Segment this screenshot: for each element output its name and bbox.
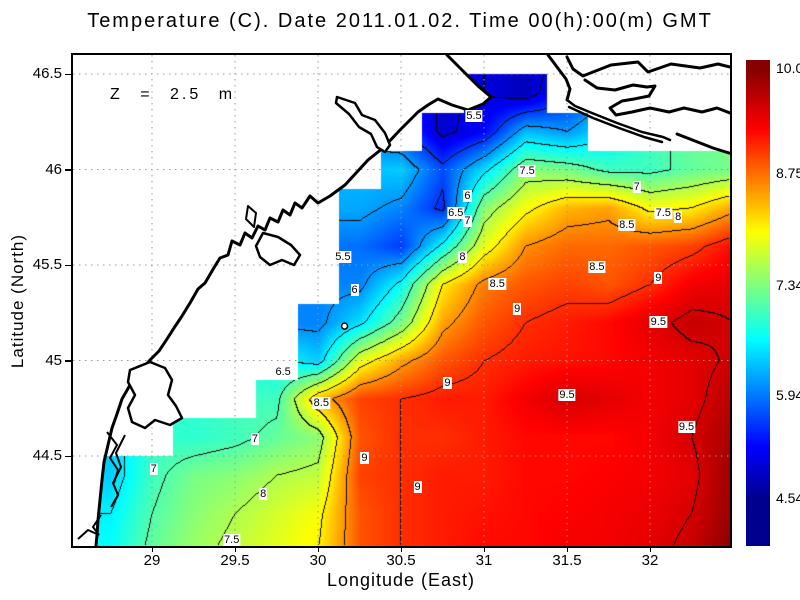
contour-label-6.5: 6.5	[274, 365, 292, 378]
y-tickmark-46	[65, 169, 71, 171]
contour-label-6.5: 6.5	[447, 207, 465, 220]
coastline-spit-a	[565, 98, 672, 142]
contour-label-9: 9	[443, 377, 452, 390]
coastline-north-shore	[565, 55, 730, 78]
odessa-liman	[254, 231, 302, 267]
colorbar-tick-7.34: 7.34	[776, 277, 800, 293]
contour-label-9.5: 9.5	[649, 316, 667, 329]
contour-label-6: 6	[350, 283, 359, 296]
x-tick-label-32: 32	[641, 552, 659, 569]
danube-channel-2	[110, 434, 126, 508]
contour-label-9.5: 9.5	[558, 388, 576, 401]
contour-label-9: 9	[654, 272, 663, 285]
contour-label-7: 7	[149, 463, 158, 476]
contour-label-6: 6	[463, 190, 472, 203]
y-tick-label-45: 45	[45, 351, 62, 369]
contour-label-9.5: 9.5	[677, 421, 696, 434]
mainland-fill	[73, 55, 491, 546]
contour-label-7: 7	[632, 180, 641, 193]
contour-label-7: 7	[463, 215, 472, 228]
x-tick-label-31: 31	[475, 552, 493, 569]
plot-title: Temperature (C). Date 2011.01.02. Time 0…	[87, 10, 713, 32]
y-tickmark-45	[65, 360, 71, 362]
contour-label-8: 8	[259, 488, 268, 501]
contour-label-9: 9	[360, 451, 369, 464]
x-tick-label-30.5: 30.5	[386, 552, 416, 569]
x-tick-label-29: 29	[143, 552, 161, 569]
coastline-mainland	[94, 55, 493, 546]
x-tickmark-31	[483, 546, 485, 552]
y-tickmark-44.5	[65, 455, 71, 457]
colorbar-tick-5.94: 5.94	[776, 387, 800, 403]
colorbar	[746, 60, 770, 546]
coastline-spit-tail	[675, 132, 730, 155]
contour-label-8: 8	[458, 251, 467, 264]
x-tickmark-32	[649, 546, 651, 552]
y-axis-title: Latitude (North)	[8, 233, 27, 369]
x-tickmark-31.5	[566, 546, 568, 552]
contour-label-5.5: 5.5	[465, 110, 483, 123]
y-tick-label-46.5: 46.5	[32, 65, 62, 82]
x-tickmark-30.5	[400, 546, 402, 552]
contour-label-5.5: 5.5	[334, 251, 352, 264]
station-marker	[340, 322, 349, 330]
x-tickmark-29	[151, 546, 153, 552]
contour-label-7.5: 7.5	[518, 165, 536, 178]
contour-label-8.5: 8.5	[312, 396, 330, 409]
x-tick-label-30: 30	[309, 552, 327, 569]
tylihul-liman	[334, 95, 392, 154]
contour-label-7: 7	[250, 432, 259, 445]
colorbar-tick-8.75: 8.75	[776, 165, 800, 181]
coastline-estuary-bank	[546, 55, 572, 102]
x-tick-label-31.5: 31.5	[552, 552, 582, 569]
y-tick-label-45.5: 45.5	[32, 256, 62, 273]
colorbar-tick-4.54: 4.54	[776, 490, 800, 506]
colorbar-tick-10.0: 10.0	[776, 60, 800, 76]
y-tickmark-46.5	[65, 73, 71, 75]
x-tick-label-29.5: 29.5	[220, 552, 250, 569]
contour-label-7.5: 7.5	[654, 207, 672, 220]
odessa-lake	[245, 205, 257, 228]
x-tickmark-29.5	[234, 546, 236, 552]
y-tick-label-46: 46	[45, 160, 62, 178]
coastline-kinburn	[583, 78, 730, 117]
x-axis-title: Longitude (East)	[326, 570, 476, 590]
dniester-liman	[126, 360, 184, 430]
contour-label-8.5: 8.5	[588, 260, 606, 273]
coastline-overlay	[73, 55, 730, 546]
coastline-spit-b	[567, 105, 664, 144]
y-tickmark-45.5	[65, 264, 71, 266]
x-tickmark-30	[317, 546, 319, 552]
contour-label-9: 9	[413, 480, 422, 493]
y-tick-label-44.5: 44.5	[32, 447, 62, 464]
depth-annotation: Z = 2.5 m	[110, 86, 236, 103]
contour-label-9: 9	[513, 302, 522, 315]
contour-label-7.5: 7.5	[223, 534, 241, 547]
contour-label-8.5: 8.5	[488, 278, 506, 291]
contour-label-8: 8	[674, 211, 683, 224]
danube-channel-3	[77, 514, 102, 540]
map-plot-area: 5.5 5.5 6 6 6.5 6.5 7 7 7 7 7.5 7.5 7.5 8 8 8 8.5 8.5 8.5 8…	[71, 53, 732, 548]
contour-label-8.5: 8.5	[618, 218, 636, 231]
